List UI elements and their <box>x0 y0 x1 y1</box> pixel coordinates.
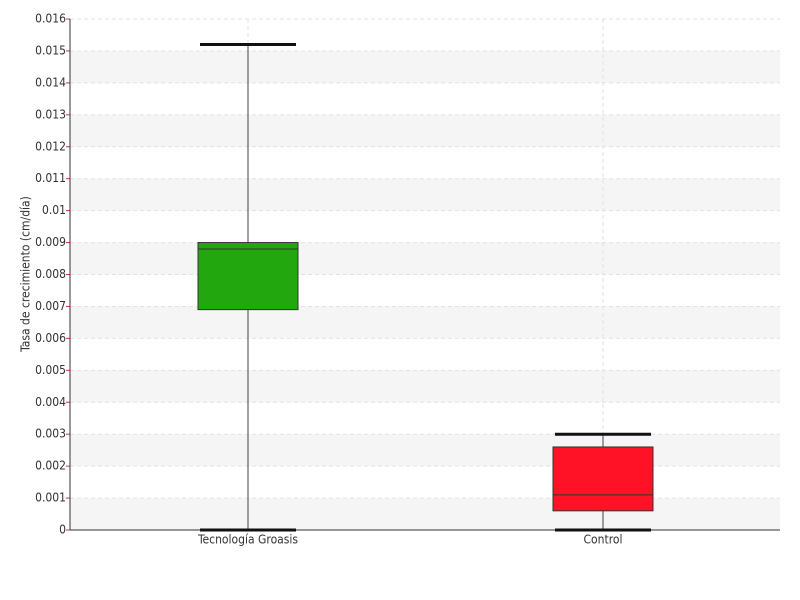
y-tick-label: 0.008 <box>35 267 66 281</box>
y-tick-label: 0.011 <box>35 171 66 185</box>
y-tick-label: 0.004 <box>35 395 66 409</box>
y-axis-label: Tasa de crecimiento (cm/día) <box>19 196 33 353</box>
y-tick-label: 0.003 <box>35 427 66 441</box>
y-tick-label: 0.01 <box>42 203 66 217</box>
grid-band <box>70 114 780 147</box>
y-tick-label: 0.014 <box>35 75 66 89</box>
y-tick-label: 0.009 <box>35 235 66 249</box>
box <box>552 446 654 512</box>
grid-band <box>70 178 780 211</box>
x-tick-label: Tecnología Groasis <box>197 533 298 547</box>
y-tick-label: 0.002 <box>35 459 66 473</box>
y-tick-label: 0.001 <box>35 491 66 505</box>
y-tick-label: 0.005 <box>35 363 66 377</box>
grid-band <box>70 370 780 403</box>
y-tick-label: 0 <box>59 523 66 537</box>
y-tick-label: 0.006 <box>35 331 66 345</box>
grid-band <box>70 50 780 83</box>
grid-band <box>70 306 780 339</box>
grid-band <box>70 434 780 467</box>
y-tick-label: 0.007 <box>35 299 66 313</box>
box <box>197 242 299 311</box>
x-tick-label: Control <box>584 533 623 547</box>
y-tick-label: 0.015 <box>35 43 66 57</box>
grid-band <box>70 498 780 530</box>
y-tick-label: 0.013 <box>35 107 66 121</box>
grid-band <box>70 242 780 275</box>
y-tick-label: 0.012 <box>35 139 66 153</box>
y-tick-label: 0.016 <box>35 12 66 26</box>
